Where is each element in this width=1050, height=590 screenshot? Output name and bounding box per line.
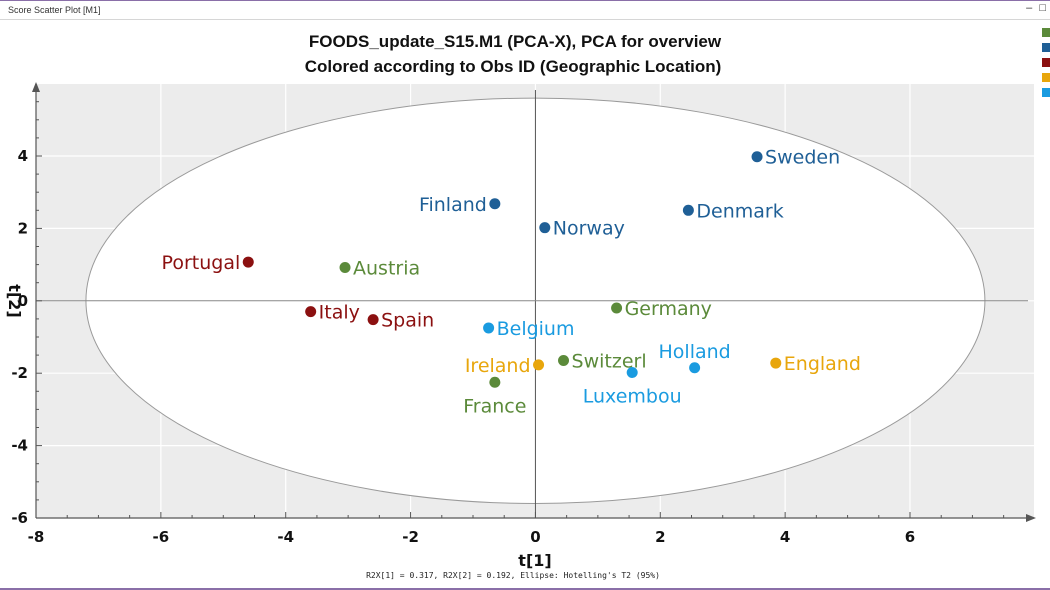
x-axis-title: t[1] <box>518 551 551 570</box>
point-denmark[interactable]: Denmark <box>682 200 784 222</box>
point-label: Belgium <box>497 318 575 340</box>
chart-title: FOODS_update_S15.M1 (PCA-X), PCA for ove… <box>309 32 722 51</box>
point-germany[interactable]: Germany <box>611 298 712 320</box>
point-label: Spain <box>381 310 434 332</box>
point-marker <box>339 261 351 273</box>
point-marker <box>489 198 501 210</box>
point-italy[interactable]: Italy <box>305 302 360 324</box>
y-tick-label: 0 <box>18 292 28 310</box>
data-points[interactable]: Sweden Finland Norway Denmark Portugal Italy S… <box>162 147 861 418</box>
legend-swatch-lightblue[interactable] <box>1042 88 1050 97</box>
y-tick-label: -2 <box>11 364 28 382</box>
point-marker <box>682 204 694 216</box>
point-label: Norway <box>553 218 625 240</box>
point-austria[interactable]: Austria <box>339 257 421 279</box>
window-title: Score Scatter Plot [M1] <box>8 5 101 15</box>
point-marker <box>626 366 638 378</box>
legend-swatch-darkred[interactable] <box>1042 58 1050 67</box>
point-marker <box>489 376 501 388</box>
point-marker <box>689 362 701 374</box>
point-marker <box>533 359 545 371</box>
point-label: France <box>463 395 526 417</box>
point-ireland[interactable]: Ireland <box>465 355 545 377</box>
x-tick-label: -6 <box>153 528 170 546</box>
point-label: Germany <box>625 298 712 320</box>
point-label: Sweden <box>765 147 840 169</box>
window-bottom-border <box>0 588 1050 590</box>
point-marker <box>558 355 570 367</box>
x-tick-label: 6 <box>905 528 915 546</box>
y-tick-label: -6 <box>11 509 28 527</box>
point-switzerl[interactable]: Switzerl <box>558 351 647 373</box>
point-label: Ireland <box>465 355 531 377</box>
point-portugal[interactable]: Portugal <box>162 252 254 274</box>
y-axis-arrow <box>32 82 40 92</box>
point-marker <box>483 322 495 334</box>
point-luxembou[interactable]: Luxembou <box>583 366 682 408</box>
point-label: Denmark <box>696 200 783 222</box>
point-marker <box>611 302 623 314</box>
x-axis-arrow <box>1026 514 1036 522</box>
maximize-button[interactable]: □ <box>1039 2 1046 14</box>
point-france[interactable]: France <box>463 376 526 418</box>
legend-swatch-green[interactable] <box>1042 28 1050 37</box>
point-label: Portugal <box>162 252 241 274</box>
point-holland[interactable]: Holland <box>659 341 731 374</box>
chart-subtitle: Colored according to Obs ID (Geographic … <box>305 57 722 76</box>
minimize-button[interactable]: – <box>1026 2 1033 14</box>
x-tick-label: 2 <box>655 528 665 546</box>
color-legend[interactable] <box>1042 28 1050 103</box>
y-tick-label: -4 <box>11 437 28 455</box>
x-tick-label: -2 <box>402 528 419 546</box>
point-label: Austria <box>353 257 420 279</box>
point-marker <box>242 256 254 268</box>
point-label: Finland <box>419 194 487 216</box>
legend-swatch-yellow[interactable] <box>1042 73 1050 82</box>
point-norway[interactable]: Norway <box>539 218 625 240</box>
x-tick-label: -4 <box>277 528 294 546</box>
point-label: Holland <box>659 341 731 363</box>
legend-swatch-darkblue[interactable] <box>1042 43 1050 52</box>
point-sweden[interactable]: Sweden <box>751 147 841 169</box>
y-axis-title: t[2] <box>5 284 24 317</box>
window-titlebar: Score Scatter Plot [M1] – □ <box>0 0 1050 20</box>
y-tick-label: 2 <box>18 219 28 237</box>
x-tick-label: 4 <box>780 528 790 546</box>
point-label: Luxembou <box>583 385 682 407</box>
point-label: Italy <box>319 302 360 324</box>
point-marker <box>539 222 551 234</box>
axes <box>32 82 1036 522</box>
point-spain[interactable]: Spain <box>367 310 435 332</box>
point-belgium[interactable]: Belgium <box>483 318 575 340</box>
point-england[interactable]: England <box>770 353 861 375</box>
point-marker <box>770 357 782 369</box>
point-marker <box>751 151 763 163</box>
point-marker <box>367 314 379 326</box>
x-tick-label: -8 <box>28 528 45 546</box>
point-marker <box>305 306 317 318</box>
point-finland[interactable]: Finland <box>419 194 501 216</box>
x-tick-label: 0 <box>530 528 540 546</box>
model-footnote: R2X[1] = 0.317, R2X[2] = 0.192, Ellipse:… <box>366 571 660 580</box>
y-tick-label: 4 <box>18 147 28 165</box>
point-label: England <box>784 353 861 375</box>
point-label: Switzerl <box>572 351 647 373</box>
